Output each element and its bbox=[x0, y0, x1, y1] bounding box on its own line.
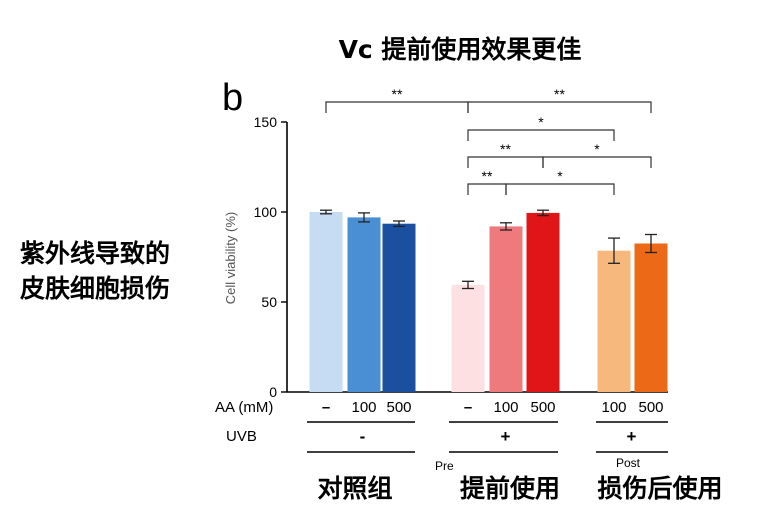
aa-value-label: 100 bbox=[493, 399, 518, 416]
post-label: Post bbox=[616, 456, 641, 470]
y-tick-label: 100 bbox=[254, 204, 278, 220]
y-tick-label: 0 bbox=[269, 384, 277, 400]
significance-bracket bbox=[467, 129, 615, 141]
significance-bracket bbox=[467, 183, 507, 195]
bar-post bbox=[634, 243, 668, 392]
side-label-line2: 皮肤细胞损伤 bbox=[20, 274, 170, 303]
aa-value-label: 500 bbox=[638, 399, 663, 416]
bar-control bbox=[309, 212, 343, 392]
aa-labels: – 100 500 – 100 500 100 500 bbox=[307, 399, 668, 423]
group-label-pre: 提前使用 bbox=[460, 474, 560, 503]
aa-value-label: 100 bbox=[601, 399, 626, 416]
bar-control bbox=[347, 217, 381, 392]
aa-value-label: 500 bbox=[386, 399, 411, 416]
group-label-post: 损伤后使用 bbox=[597, 474, 722, 503]
bar-pre bbox=[526, 212, 560, 392]
significance-label: * bbox=[557, 168, 563, 184]
significance-bracket bbox=[467, 101, 652, 113]
bar-pre bbox=[489, 226, 523, 392]
significance-bracket bbox=[505, 183, 615, 195]
aa-value-label: – bbox=[464, 399, 472, 416]
aa-value-label: 500 bbox=[530, 399, 555, 416]
y-axis-label: Cell viability (%) bbox=[223, 212, 238, 304]
pre-label: Pre bbox=[435, 459, 454, 473]
uvb-row-label: UVB bbox=[226, 428, 257, 445]
uvb-value-label: + bbox=[501, 427, 511, 446]
significance-label: ** bbox=[554, 86, 565, 102]
significance-label: ** bbox=[482, 168, 493, 184]
uvb-labels: - + + bbox=[307, 427, 668, 453]
chart-title: Vc 提前使用效果更佳 bbox=[339, 35, 582, 64]
side-label-line1: 紫外线导致的 bbox=[20, 239, 170, 268]
aa-value-label: 100 bbox=[351, 399, 376, 416]
significance-label: ** bbox=[392, 86, 403, 102]
significance-bracket bbox=[325, 101, 469, 113]
bar-post bbox=[597, 250, 631, 392]
y-tick-label: 50 bbox=[261, 294, 277, 310]
bar-control bbox=[382, 223, 416, 392]
aa-value-label: – bbox=[322, 399, 330, 416]
bar-pre bbox=[451, 284, 485, 392]
significance-brackets: ** ***** *** * bbox=[325, 86, 652, 195]
y-tick-label: 150 bbox=[254, 114, 278, 130]
significance-bracket bbox=[542, 156, 652, 168]
uvb-value-label: + bbox=[627, 427, 637, 446]
significance-bracket bbox=[467, 156, 544, 168]
bars bbox=[309, 209, 668, 392]
significance-label: ** bbox=[500, 141, 511, 157]
panel-letter: b bbox=[222, 77, 243, 119]
significance-label: * bbox=[594, 141, 600, 157]
aa-row-label: AA (mM) bbox=[215, 399, 273, 416]
uvb-value-label: - bbox=[360, 427, 366, 446]
group-label-control: 对照组 bbox=[317, 474, 392, 503]
significance-label: * bbox=[538, 114, 544, 130]
